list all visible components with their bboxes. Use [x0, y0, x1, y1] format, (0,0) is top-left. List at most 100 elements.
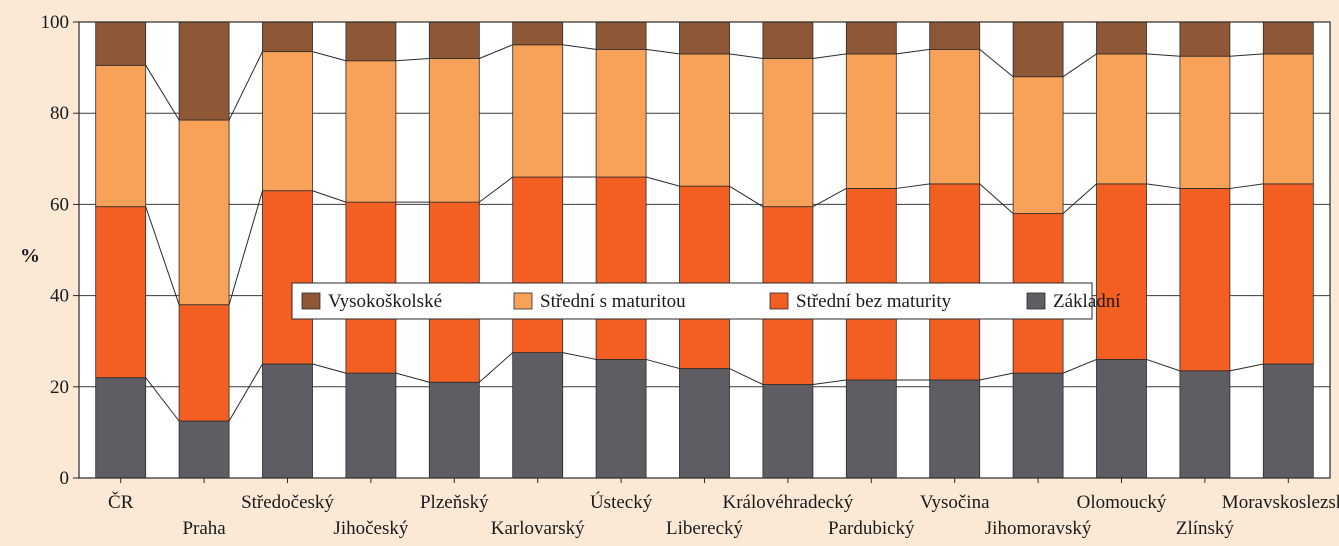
bar-Vysokoškolské-Ústecký — [595, 21, 647, 50]
legend-swatch — [1026, 292, 1046, 310]
bar-Vysokoškolské-Vysočina — [929, 21, 981, 50]
bar-Střední s maturitou-Praha — [178, 119, 230, 306]
bar-Vysokoškolské-Plzeňský — [428, 21, 480, 59]
legend-label: Střední bez maturity — [796, 291, 952, 312]
bar-Střední s maturitou-Plzeňský — [428, 58, 480, 203]
connector-line-1-4 — [478, 352, 514, 383]
x-tick-label: Ústecký — [590, 491, 653, 513]
bar-Základní-Karlovarský — [512, 352, 564, 479]
connector-line-2-7 — [729, 185, 764, 208]
x-tick-label: Královéhradecký — [722, 492, 853, 513]
bar-Střední s maturitou-Liberecký — [679, 53, 730, 187]
bar-Střední s maturitou-Jihočeský — [345, 60, 397, 203]
bar-Základní-Ústecký — [595, 359, 647, 479]
legend-label: Základní — [1053, 291, 1121, 312]
connector-line-1-1 — [228, 363, 263, 422]
bar-Základní-Zlínský — [1179, 370, 1231, 479]
connector-line-2-6 — [645, 176, 680, 187]
bar-Střední s maturitou-Jihomoravský — [1012, 76, 1064, 214]
connector-line-3-5 — [562, 44, 597, 50]
x-tick-label: Liberecký — [666, 518, 744, 539]
bar-Základní-Královéhradecký — [762, 384, 814, 479]
connector-line-2-12 — [1146, 183, 1180, 189]
connector-line-2-2 — [312, 190, 347, 203]
connector-line-3-13 — [1229, 53, 1264, 57]
x-tick-label: Jihomoravský — [985, 518, 1092, 539]
bar-Základní-Praha — [178, 420, 230, 479]
connector-line-3-2 — [312, 51, 347, 62]
connector-line-3-0 — [145, 65, 180, 121]
bar-Střední bez maturity-Praha — [178, 304, 230, 422]
bar-Střední bez maturity-Středočeský — [262, 190, 313, 365]
connector-line-2-8 — [812, 188, 847, 208]
x-tick-label: Praha — [182, 518, 226, 539]
x-tick-label: ČR — [108, 491, 134, 513]
connector-line-1-0 — [145, 377, 180, 422]
bar-Vysokoškolské-Pardubický — [845, 21, 897, 55]
bar-Vysokoškolské-Jihomoravský — [1012, 21, 1064, 78]
bar-Vysokoškolské-Jihočeský — [345, 21, 397, 62]
bar-Střední s maturitou-Zlínský — [1179, 55, 1231, 189]
bar-Střední s maturitou-ČR — [95, 64, 147, 208]
connector-line-3-1 — [228, 51, 263, 121]
legend-label: Vysokoškolské — [328, 291, 442, 312]
bar-Vysokoškolské-Praha — [178, 21, 230, 121]
connector-line-1-11 — [1062, 358, 1097, 374]
connector-line-2-13 — [1229, 183, 1264, 189]
x-tick-label: Moravskoslezský — [1222, 492, 1339, 513]
connector-line-3-4 — [479, 44, 513, 59]
x-tick-label: Plzeňský — [420, 492, 489, 513]
bar-Vysokoškolské-Zlínský — [1179, 21, 1231, 57]
bar-Střední s maturitou-Moravskoslezský — [1262, 53, 1314, 185]
y-tick-label-20: 20 — [50, 377, 69, 398]
connector-line-3-3 — [395, 57, 430, 62]
bar-Střední s maturitou-Středočeský — [262, 51, 313, 192]
y-tick-label-80: 80 — [50, 103, 69, 124]
connector-line-3-10 — [979, 48, 1014, 78]
connector-line-3-12 — [1146, 53, 1180, 57]
x-tick-label: Karlovarský — [491, 518, 585, 539]
bar-Střední bez maturity-Ústecký — [595, 176, 647, 360]
bar-Základní-Olomoucký — [1096, 359, 1147, 479]
connector-line-1-7 — [729, 368, 764, 385]
connector-line-2-0 — [145, 206, 180, 305]
legend-swatch — [513, 292, 533, 310]
connector-line-1-5 — [562, 352, 597, 360]
bar-Základní-Jihomoravský — [1012, 372, 1064, 479]
legend-label: Střední s maturitou — [540, 291, 686, 312]
connector-line-2-9 — [896, 183, 930, 189]
bar-Vysokoškolské-Karlovarský — [512, 21, 564, 46]
connector-line-1-3 — [395, 372, 430, 383]
connector-line-3-7 — [729, 53, 763, 59]
bar-Střední s maturitou-Olomoucký — [1096, 53, 1147, 185]
y-tick-label-60: 60 — [50, 194, 69, 215]
connector-line-2-1 — [228, 190, 263, 305]
connector-line-2-4 — [478, 176, 514, 203]
bar-Střední bez maturity-ČR — [95, 206, 147, 379]
bar-Základní-Vysočina — [929, 379, 981, 479]
bar-Základní-Jihočeský — [345, 372, 397, 479]
connector-line-1-6 — [645, 358, 680, 370]
y-tick-label-40: 40 — [50, 286, 69, 307]
x-tick-label: Středočeský — [241, 492, 334, 513]
connector-line-2-11 — [1062, 183, 1097, 214]
bar-Základní-ČR — [95, 377, 147, 479]
connector-line-3-11 — [1062, 53, 1097, 78]
y-axis-label: % — [20, 245, 40, 267]
bar-Vysokoškolské-Olomoucký — [1096, 21, 1147, 55]
x-tick-label: Olomoucký — [1077, 492, 1167, 513]
connector-line-3-8 — [812, 53, 847, 59]
bar-Střední s maturitou-Pardubický — [845, 53, 897, 189]
bar-Střední s maturitou-Ústecký — [595, 48, 647, 178]
bar-Střední bez maturity-Moravskoslezský — [1262, 183, 1314, 365]
bar-Základní-Středočeský — [262, 363, 313, 479]
bar-Vysokoškolské-Liberecký — [679, 21, 730, 55]
connector-line-1-12 — [1146, 358, 1181, 372]
bar-Střední s maturitou-Karlovarský — [512, 44, 564, 178]
bar-Střední bez maturity-Vysočina — [929, 183, 981, 381]
bar-Vysokoškolské-Středočeský — [262, 21, 313, 53]
bar-Základní-Moravskoslezský — [1262, 363, 1314, 479]
legend-swatch — [769, 292, 789, 310]
x-tick-label: Zlínský — [1176, 518, 1235, 539]
